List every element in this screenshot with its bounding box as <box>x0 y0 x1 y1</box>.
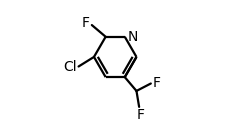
Text: F: F <box>136 108 144 122</box>
Text: F: F <box>152 76 160 90</box>
Text: Cl: Cl <box>63 59 77 74</box>
Text: F: F <box>81 16 89 30</box>
Text: N: N <box>127 30 137 44</box>
